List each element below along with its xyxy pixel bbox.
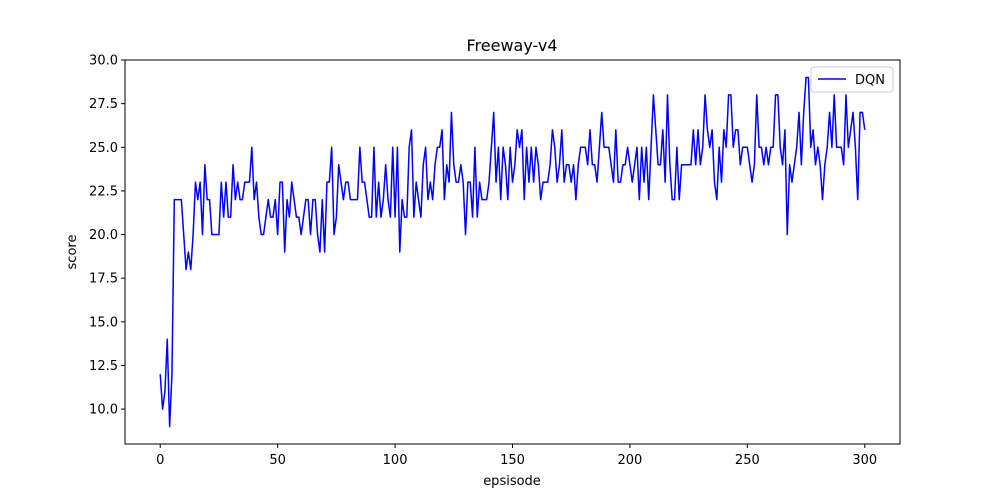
- axes-frame: [124, 59, 901, 445]
- x-tick-label: 0: [156, 453, 164, 468]
- y-axis: 10.0 12.5 15.0 17.5 20.0 22.5 25.0 27.5 30.0: [89, 54, 125, 418]
- series-line-dqn: [159, 76, 866, 428]
- x-tick-label: 200: [618, 453, 643, 468]
- y-tick-label: 10.0: [89, 403, 118, 418]
- y-tick-label: 15.0: [89, 315, 118, 330]
- y-tick-label: 27.5: [89, 97, 118, 112]
- x-tick-label: 250: [735, 453, 760, 468]
- x-tick-label: 150: [500, 453, 525, 468]
- plot-layer: [159, 76, 866, 428]
- axes-layer: [124, 59, 901, 445]
- x-axis-title: epsisode: [483, 474, 541, 489]
- y-tick-label: 12.5: [89, 359, 118, 374]
- legend-box: [810, 66, 894, 93]
- x-tick-label: 100: [383, 453, 408, 468]
- legend: DQN: [810, 66, 894, 93]
- y-tick-label: 25.0: [89, 141, 118, 156]
- x-axis: 0 50 100 150 200 250 300: [156, 444, 877, 468]
- chart-title: Freeway-v4: [466, 36, 557, 55]
- x-tick-label: 300: [852, 453, 877, 468]
- x-tick-label: 50: [269, 453, 286, 468]
- y-tick-label: 22.5: [89, 184, 118, 199]
- legend-label-dqn: DQN: [855, 73, 885, 88]
- y-tick-label: 17.5: [89, 272, 118, 287]
- y-axis-title: score: [65, 235, 80, 270]
- y-tick-label: 30.0: [89, 54, 118, 69]
- y-tick-label: 20.0: [89, 228, 118, 243]
